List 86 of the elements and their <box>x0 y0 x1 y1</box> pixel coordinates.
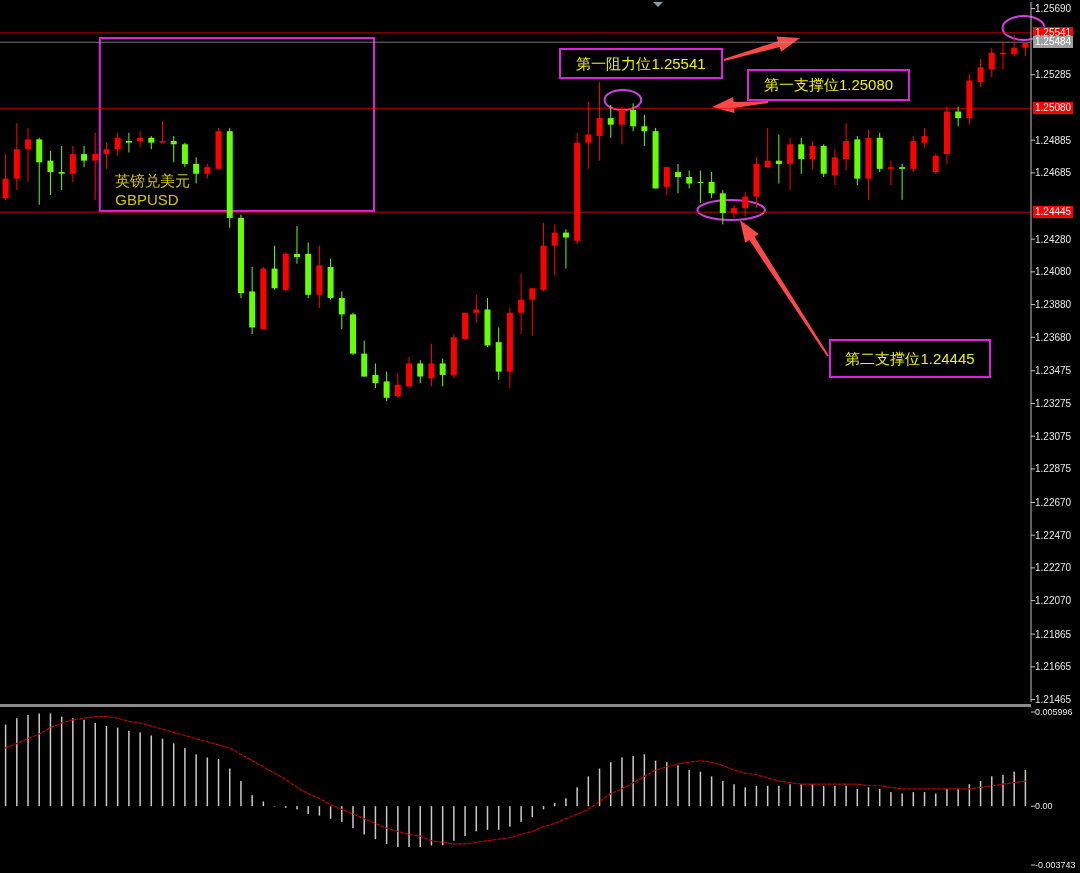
candlestick <box>764 127 771 168</box>
candlestick <box>831 148 838 186</box>
candlestick <box>708 171 715 199</box>
candlestick <box>607 104 614 139</box>
y-tick-label: 1.22670 <box>1035 496 1072 508</box>
y-tick-label: 1.24885 <box>1035 134 1072 146</box>
candlestick <box>406 356 413 389</box>
y-tick-label: 1.21465 <box>1035 694 1072 706</box>
candlestick <box>798 137 805 175</box>
y-tick-label: -0.003743 <box>1035 860 1076 871</box>
candlestick <box>473 294 480 324</box>
candlestick <box>562 228 569 270</box>
candlestick <box>361 340 368 378</box>
y-tick-label: 1.22270 <box>1035 562 1072 574</box>
y-tick-label: 1.24280 <box>1035 233 1072 245</box>
candlestick <box>663 166 670 196</box>
candlestick <box>675 163 681 194</box>
y-tick-label: 1.23075 <box>1035 430 1072 442</box>
y-tick-label: 1.21865 <box>1035 628 1072 640</box>
candlestick <box>159 120 166 144</box>
candlestick <box>697 169 704 204</box>
candlestick <box>775 133 782 185</box>
candlestick <box>81 145 88 168</box>
candlestick <box>338 290 345 330</box>
candlestick <box>170 135 177 163</box>
candlestick <box>114 132 121 157</box>
y-tick-label: 1.24080 <box>1035 266 1072 278</box>
candlestick <box>518 273 525 335</box>
annotation: 第一阻力位1.25541 <box>576 54 706 72</box>
y-tick-label: 1.22470 <box>1035 529 1072 541</box>
candlestick <box>417 359 424 384</box>
candlestick <box>92 132 99 201</box>
candlestick <box>181 142 188 168</box>
candlestick <box>529 287 536 337</box>
y-tick-label: 1.23880 <box>1035 299 1072 311</box>
candlestick <box>428 343 435 387</box>
candlestick <box>125 132 132 153</box>
line-series <box>5 716 1026 845</box>
candlestick <box>36 137 43 206</box>
y-tick-label: 0.005996 <box>1035 707 1073 718</box>
candlestick <box>58 145 65 191</box>
candlestick <box>809 140 816 170</box>
candlestick <box>921 127 928 149</box>
candlestick <box>551 223 558 276</box>
y-tick-label: 1.22070 <box>1035 595 1072 607</box>
y-tick-label: 1.24685 <box>1035 167 1072 179</box>
y-tick-label: 1.25285 <box>1035 69 1072 81</box>
candlestick <box>977 58 984 88</box>
candlestick <box>932 153 939 175</box>
candlestick <box>69 145 76 183</box>
y-tick-label: 0.00 <box>1035 801 1053 812</box>
y-tick-label: 1.23275 <box>1035 398 1072 410</box>
candlestick <box>630 102 637 132</box>
text: 英镑兑美元 <box>115 172 191 189</box>
candlestick <box>988 47 995 78</box>
candlestick <box>787 137 794 191</box>
candlestick <box>271 245 278 291</box>
text: GBPUSD <box>115 191 179 208</box>
ref-line-label: 1.25541 <box>1033 26 1074 39</box>
annotation: 第一支撑位1.25080 <box>763 76 894 94</box>
candlestick <box>383 371 390 402</box>
candlestick <box>47 150 54 196</box>
candlestick <box>887 160 894 186</box>
candlestick <box>955 106 962 127</box>
candlestick <box>719 189 726 225</box>
y-tick-label: 1.25690 <box>1035 3 1072 15</box>
candlestick <box>372 362 379 389</box>
candlestick <box>193 156 200 185</box>
ref-line-label: 1.25484 <box>1033 36 1074 49</box>
y-tick-label: 1.23680 <box>1035 331 1072 343</box>
ref-line-label: 1.25080 <box>1033 102 1074 115</box>
ref-line-label: 1.24445 <box>1033 206 1074 219</box>
candlestick <box>394 372 401 399</box>
y-tick-label: 1.21665 <box>1035 661 1072 673</box>
y-tick-label: 1.22875 <box>1035 463 1072 475</box>
annotation: 第二支撑位1.24445 <box>845 349 975 367</box>
y-tick-label: 1.23475 <box>1035 365 1072 377</box>
candlestick <box>899 163 906 201</box>
candlestick <box>439 358 446 387</box>
candlestick <box>103 142 110 170</box>
candlestick <box>137 130 144 149</box>
candlestick <box>2 153 9 201</box>
candlestick <box>843 122 850 171</box>
candlestick <box>293 225 300 265</box>
candlestick <box>25 127 32 183</box>
candlestick <box>641 114 648 147</box>
